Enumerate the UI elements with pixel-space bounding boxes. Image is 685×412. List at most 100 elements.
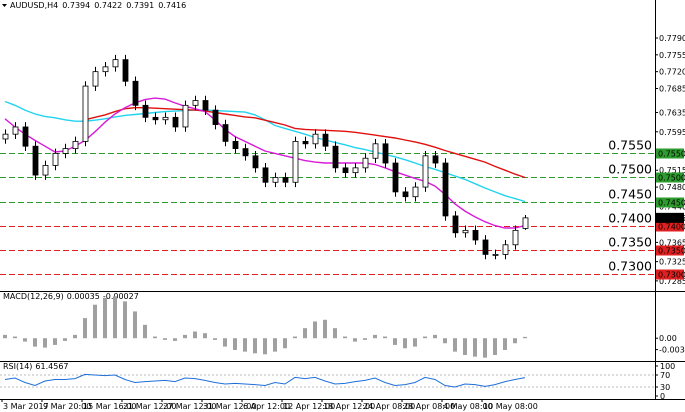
macd-header: MACD(12,26,9) 0.00035 -0.00027	[3, 292, 139, 301]
candle-body	[372, 143, 379, 159]
level-tag-label: 0.7300	[658, 271, 685, 280]
rsi-y-tick-label: 70	[660, 371, 670, 380]
macd-bar	[343, 336, 347, 339]
rsi-title: RSI(14)	[3, 362, 32, 371]
macd-bar	[223, 338, 227, 347]
candle-body	[332, 145, 339, 169]
candle-body	[282, 177, 289, 183]
macd-bar	[283, 338, 287, 349]
macd-bar	[413, 338, 417, 347]
candle-body	[272, 177, 279, 183]
macd-bar	[503, 338, 507, 350]
moving-average	[84, 107, 526, 179]
price-tag	[656, 212, 684, 223]
candle-body	[482, 239, 489, 255]
macd-bar	[363, 338, 367, 340]
y-tick-label: 0.7515	[659, 166, 685, 175]
macd-y-tick-label: 0.00	[659, 334, 677, 343]
level-label: 0.7500	[608, 162, 652, 177]
y-tick-label: 0.7595	[659, 128, 685, 137]
macd-bar	[13, 336, 17, 339]
candle-body	[402, 191, 409, 198]
macd-bar	[433, 334, 437, 339]
x-tick-label: 24 Apr 08:00	[363, 402, 415, 411]
candle-body	[312, 133, 319, 145]
macd-bar	[93, 304, 97, 339]
candle-body	[102, 66, 109, 73]
x-tick-label: 15 Mar 16:00	[83, 402, 136, 411]
macd-bar	[113, 296, 117, 339]
macd-bar	[203, 333, 207, 339]
candle-body	[112, 59, 119, 68]
candle-body	[242, 148, 249, 157]
level-label: 0.7550	[608, 138, 652, 153]
header-open: 0.7394	[62, 1, 90, 10]
chart-header: AUDUSD,H4 0.7394 0.7422 0.7391 0.7416	[10, 1, 186, 10]
macd-bar	[403, 338, 407, 349]
x-tick-label: 31 Mar 12:00	[203, 402, 256, 411]
candle-body	[222, 124, 229, 142]
level-tag	[656, 172, 684, 183]
rsi-value: 61.4567	[35, 362, 68, 371]
y-tick-label: 0.7480	[659, 183, 685, 192]
level-label: 0.7300	[608, 259, 652, 274]
x-tick-label: 4 May 08:00	[443, 402, 493, 411]
macd-bar	[3, 334, 7, 339]
macd-bar	[323, 319, 327, 339]
candle-body	[132, 80, 139, 106]
macd-bar	[383, 336, 387, 339]
candle-body	[392, 162, 399, 193]
candle-body	[352, 167, 359, 174]
symbol: AUDUSD,H4	[10, 1, 58, 10]
x-tick-label: 27 Mar 12:00	[163, 402, 216, 411]
frame	[0, 0, 685, 400]
candle-body	[452, 215, 459, 234]
macd-bar	[53, 338, 57, 345]
candle-body	[162, 116, 169, 121]
candle-body	[252, 155, 259, 169]
x-tick-label: 3 Mar 2017	[3, 402, 49, 411]
rsi-header: RSI(14) 61.4567	[3, 362, 69, 371]
header-high: 0.7422	[94, 1, 122, 10]
candle-body	[212, 109, 219, 125]
level-tag-label: 0.7350	[658, 247, 685, 256]
x-tick-label: 18 Apr 12:00	[323, 402, 375, 411]
macd-bar	[493, 338, 497, 355]
macd-bar	[303, 328, 307, 339]
macd-bar	[63, 338, 67, 341]
macd-bar	[103, 298, 107, 339]
macd-bar	[523, 336, 527, 339]
y-tick-label: 0.7285	[659, 277, 685, 286]
candle-body	[422, 155, 429, 188]
candle-body	[22, 126, 29, 147]
candle-body	[412, 186, 419, 198]
x-tick-label: 28 Apr 08:00	[403, 402, 455, 411]
y-tick-label: 0.7635	[659, 109, 685, 118]
candle-body	[232, 140, 239, 150]
macd-bar	[483, 338, 487, 358]
rsi-y-tick-label: 30	[660, 383, 670, 392]
macd-bar	[253, 338, 257, 354]
level-tag	[656, 245, 684, 256]
macd-bar	[373, 334, 377, 339]
macd-bar	[73, 334, 77, 339]
macd-bar	[333, 328, 337, 339]
macd-bar	[293, 336, 297, 339]
y-tick-label: 0.7365	[659, 238, 685, 247]
level-tag	[656, 221, 684, 232]
level-tag	[656, 197, 684, 208]
macd-bar	[313, 321, 317, 339]
macd-bar	[183, 334, 187, 339]
candle-body	[342, 167, 349, 174]
candle-body	[382, 143, 389, 164]
candle-body	[442, 162, 449, 217]
macd-bar	[83, 318, 87, 339]
candle-body	[12, 126, 19, 135]
rsi-y-tick-label: 100	[660, 362, 675, 371]
candle-body	[172, 116, 179, 128]
macd-bar	[273, 338, 277, 352]
candle-body	[492, 254, 499, 256]
header-low: 0.7391	[126, 1, 154, 10]
